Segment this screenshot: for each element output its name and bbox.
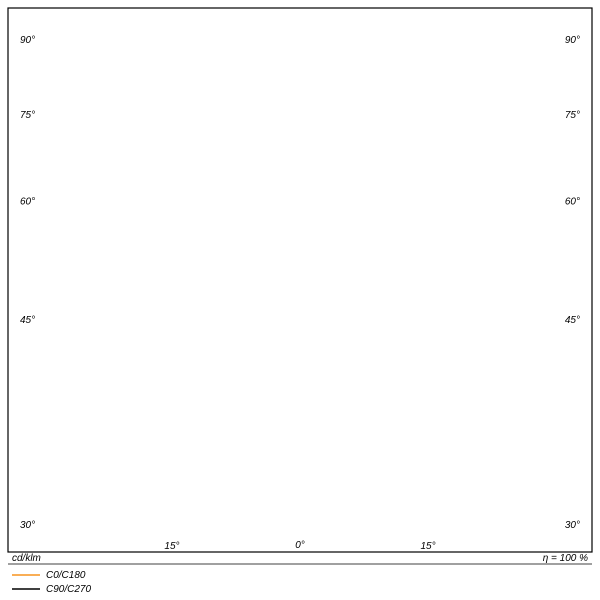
- angle-label: 90°: [20, 35, 35, 46]
- angle-label: 30°: [20, 520, 35, 531]
- angle-label: 45°: [20, 315, 35, 326]
- angle-label: 0°: [295, 540, 305, 551]
- angle-label: 45°: [565, 315, 580, 326]
- angle-label: 60°: [565, 197, 580, 208]
- angle-label: 15°: [420, 541, 435, 552]
- efficiency-label: η = 100 %: [543, 553, 588, 564]
- angle-label: 75°: [565, 110, 580, 121]
- legend-label: C0/C180: [46, 570, 86, 581]
- legend-label: C90/C270: [46, 584, 91, 595]
- angle-label: 90°: [565, 35, 580, 46]
- unit-label: cd/klm: [12, 553, 41, 564]
- angle-label: 60°: [20, 197, 35, 208]
- angle-label: 30°: [565, 520, 580, 531]
- angle-label: 75°: [20, 110, 35, 121]
- angle-label: 15°: [164, 541, 179, 552]
- polar-chart: 10015020025030035090°90°75°75°60°60°45°4…: [0, 0, 600, 600]
